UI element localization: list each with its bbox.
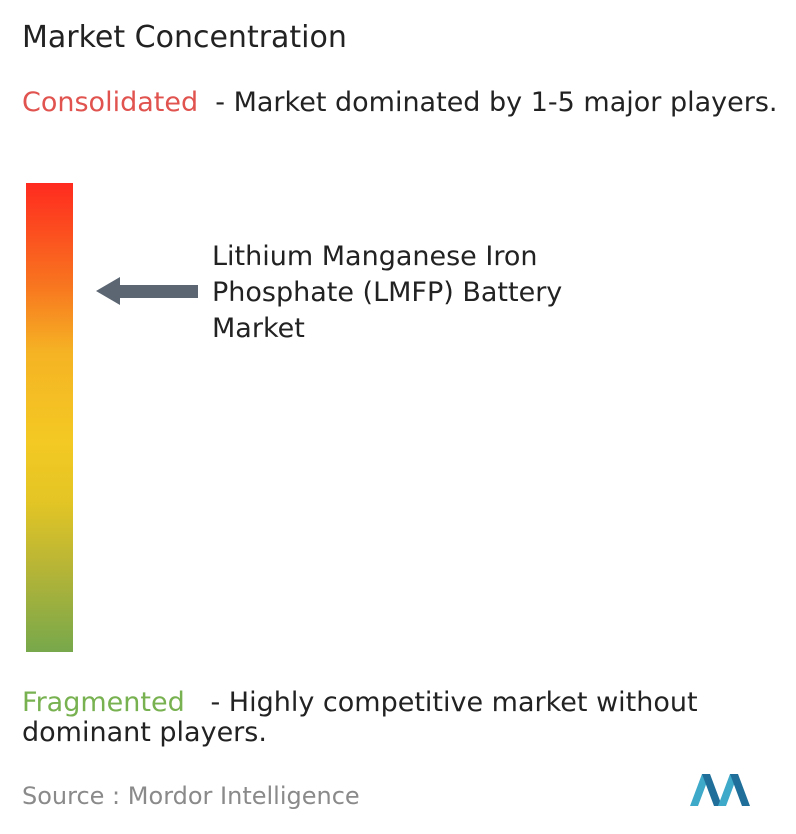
logo-part [730,774,750,806]
market-label: Lithium Manganese Iron Phosphate (LMFP) … [212,241,563,344]
consolidated-label: Consolidated [22,87,199,118]
consolidated-line: Consolidated - Market dominated by 1-5 m… [22,88,787,118]
arrow-shape [96,277,198,305]
source-label: Source : [22,782,121,810]
fragmented-label: Fragmented [22,687,185,718]
consolidated-description: - Market dominated by 1-5 major players. [215,87,778,118]
arrow [96,277,198,305]
source: Source : Mordor Intelligence [22,781,360,811]
logo-part [702,774,722,806]
fragmented-description: - Highly competitive market without domi… [22,687,698,748]
fragmented-line: Fragmented - Highly competitive market w… [22,688,787,748]
title: Market Concentration [22,20,347,55]
source-name: Mordor Intelligence [127,782,360,810]
logo [690,774,750,806]
concentration-gradient [26,183,73,652]
